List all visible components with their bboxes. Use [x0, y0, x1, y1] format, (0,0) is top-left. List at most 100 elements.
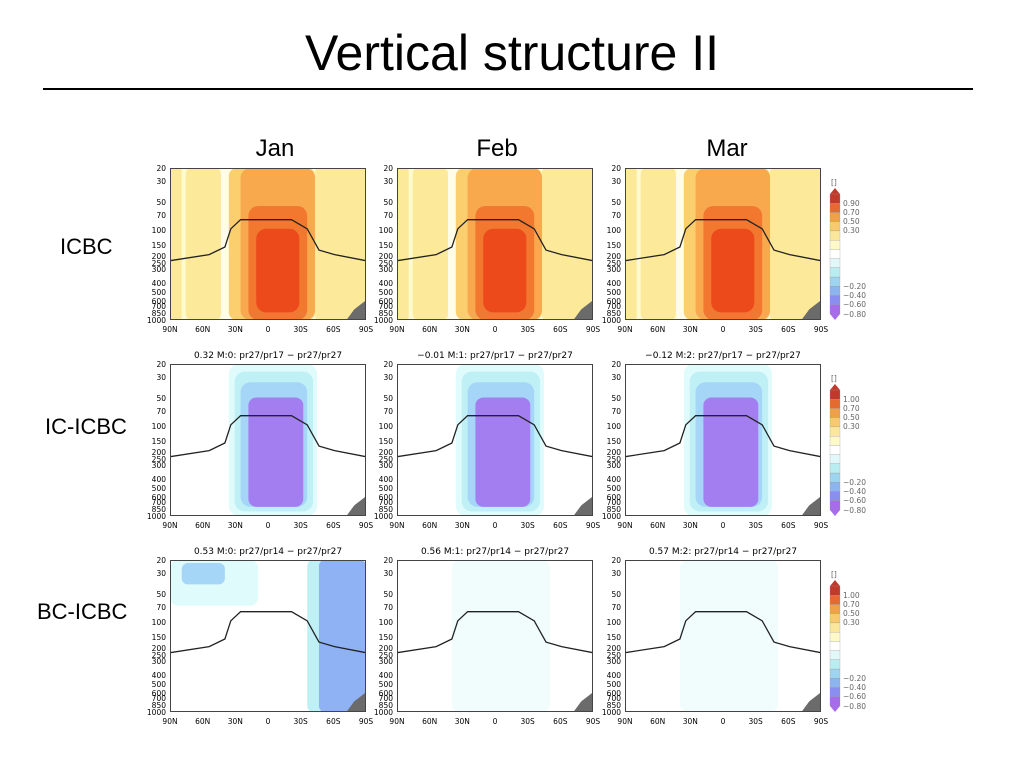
y-tick-label: 50	[156, 394, 166, 404]
plot-frame	[625, 168, 821, 320]
x-tick-label: 90N	[162, 717, 178, 726]
y-tick-label: 400	[378, 475, 393, 485]
y-tick-label: 400	[606, 475, 621, 485]
legend-swatch	[829, 463, 841, 474]
y-tick-label: 100	[378, 617, 393, 627]
contour-panel-r1-c1	[397, 364, 593, 516]
y-tick-label: 150	[151, 241, 166, 251]
y-tick-label: 600	[151, 492, 166, 502]
x-tick-label: 60S	[781, 521, 796, 530]
y-tick-label: 100	[378, 225, 393, 235]
x-tick-label: 30N	[454, 521, 470, 530]
panel-title: −0.12 M:2: pr27/pr17 − pr27/pr27	[645, 351, 801, 361]
legend-label: −0.40	[843, 683, 866, 693]
y-tick-label: 50	[383, 590, 393, 600]
contour-region	[185, 168, 221, 320]
x-tick-label: 60N	[422, 521, 438, 530]
legend-swatch	[829, 454, 841, 464]
x-tick-label: 30S	[520, 325, 535, 334]
panel-title: 0.56 M:1: pr27/pr14 − pr27/pr27	[420, 547, 570, 557]
x-tick-label: 90N	[162, 521, 178, 530]
y-tick-label: 70	[611, 406, 621, 416]
legend-swatch	[829, 472, 841, 483]
legend-swatch	[829, 678, 841, 688]
contour-plot	[170, 560, 366, 712]
y-tick-label: 500	[151, 680, 166, 690]
x-tick-label: 30S	[293, 325, 308, 334]
y-tick-label: 500	[378, 484, 393, 494]
y-tick-label: 70	[156, 602, 166, 612]
y-tick-label: 700	[151, 693, 166, 703]
x-tick-label: 0	[492, 521, 498, 530]
legend-label: 0.70	[843, 207, 860, 217]
x-tick-label: 60N	[195, 325, 211, 334]
y-tick-label: 100	[151, 421, 166, 431]
y-tick-label: 70	[156, 406, 166, 416]
x-tick-label: 60S	[781, 717, 796, 726]
y-tick-label: 30	[156, 177, 166, 187]
x-tick-label: 90N	[617, 717, 633, 726]
legend-swatch	[829, 641, 841, 651]
contour-panel-r0-c2	[625, 168, 821, 320]
plot-frame	[625, 560, 821, 712]
x-tick-label: 30N	[682, 717, 698, 726]
y-tick-label: 300	[151, 265, 166, 275]
topography-mask	[346, 496, 366, 516]
x-tick-label: 30S	[748, 521, 763, 530]
contour-panel-r2-c0	[170, 560, 366, 712]
x-tick-label: 90S	[813, 717, 829, 726]
legend-swatch	[829, 286, 841, 296]
y-tick-label: 250	[606, 651, 621, 661]
y-tick-label: 700	[378, 693, 393, 703]
y-tick-label: 850	[151, 700, 166, 710]
y-tick-label: 500	[151, 288, 166, 298]
y-tick-label: 70	[383, 210, 393, 220]
x-tick-label: 60N	[650, 325, 666, 334]
topography-mask	[573, 300, 593, 320]
y-tick-label: 400	[606, 279, 621, 289]
x-tick-label: 60S	[553, 325, 568, 334]
tropopause-line	[625, 611, 821, 654]
legend-label: −0.20	[843, 281, 866, 291]
legend-swatch	[829, 696, 841, 707]
y-tick-label: 400	[151, 475, 166, 485]
x-tick-label: 30N	[682, 325, 698, 334]
legend-colorbar	[829, 188, 841, 320]
contour-region	[170, 168, 182, 320]
y-tick-label: 20	[611, 163, 621, 173]
legend-label: 0.50	[843, 609, 860, 619]
legend-swatch	[829, 389, 841, 400]
legend-label: −0.20	[843, 673, 866, 683]
x-tick-label: 60N	[195, 521, 211, 530]
y-tick-label: 50	[156, 198, 166, 208]
x-tick-label: 90S	[585, 325, 601, 334]
contour-plot	[625, 364, 821, 516]
y-tick-label: 200	[378, 447, 393, 457]
legend-swatch	[829, 659, 841, 670]
x-tick-label: 90S	[358, 521, 374, 530]
y-tick-label: 100	[606, 617, 621, 627]
x-tick-label: 60S	[326, 325, 341, 334]
y-tick-label: 150	[151, 633, 166, 643]
topography-mask	[801, 496, 821, 516]
panel-title: 0.57 M:2: pr27/pr14 − pr27/pr27	[648, 547, 798, 557]
x-tick-label: 90S	[813, 325, 829, 334]
x-tick-label: 90S	[585, 521, 601, 530]
y-tick-label: 250	[378, 259, 393, 269]
contour-plot	[170, 364, 366, 516]
tropopause-line	[397, 415, 593, 458]
x-tick-label: 0	[492, 717, 498, 726]
y-tick-label: 50	[383, 198, 393, 208]
y-tick-label: 30	[611, 569, 621, 579]
contour-panel-r0-c1	[397, 168, 593, 320]
legend-swatch	[829, 267, 841, 278]
legend-arrow-bottom	[830, 314, 840, 320]
y-tick-label: 700	[378, 497, 393, 507]
legend-swatch	[829, 258, 841, 268]
y-tick-label: 500	[378, 288, 393, 298]
y-tick-label: 200	[378, 251, 393, 261]
legend-label: −0.60	[843, 692, 866, 702]
y-tick-label: 250	[151, 651, 166, 661]
y-tick-label: 700	[606, 301, 621, 311]
contour-region	[248, 397, 304, 507]
